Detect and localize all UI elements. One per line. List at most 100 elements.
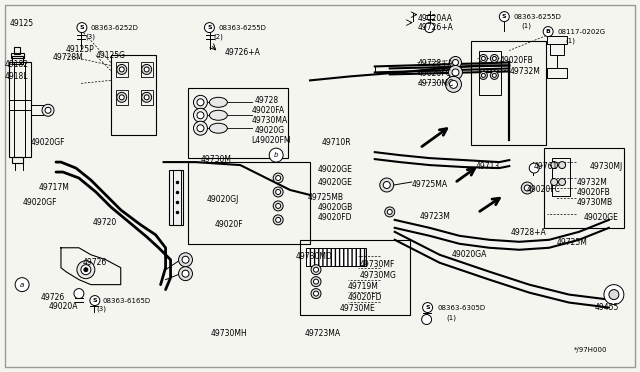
Bar	[552, 158, 570, 196]
Text: 49732M: 49732M	[509, 67, 540, 76]
Circle shape	[45, 107, 51, 113]
Text: 49125P: 49125P	[66, 45, 95, 54]
Text: 49020GE: 49020GE	[318, 178, 353, 187]
Bar	[12, 57, 23, 64]
Text: (1): (1)	[521, 23, 531, 29]
Bar	[547, 68, 567, 78]
Text: 49182: 49182	[4, 61, 28, 70]
Circle shape	[449, 57, 461, 68]
Text: 49020GA: 49020GA	[451, 250, 487, 259]
Circle shape	[42, 104, 54, 116]
Bar	[168, 170, 182, 225]
Text: 49730MG: 49730MG	[360, 271, 397, 280]
Text: (1): (1)	[447, 314, 456, 321]
Circle shape	[116, 92, 127, 102]
Text: 49020GF: 49020GF	[31, 138, 65, 147]
Text: 49717M: 49717M	[39, 183, 70, 192]
Text: 08363-6305D: 08363-6305D	[438, 305, 486, 311]
Text: 49020FD: 49020FD	[348, 293, 382, 302]
Circle shape	[449, 65, 463, 79]
Ellipse shape	[209, 97, 227, 107]
Circle shape	[311, 265, 321, 275]
Circle shape	[119, 67, 124, 72]
Text: 49125G: 49125G	[96, 51, 126, 60]
Bar	[472, 41, 546, 145]
Text: L49020FM: L49020FM	[252, 136, 291, 145]
Text: S: S	[93, 298, 97, 303]
Text: 08363-6255D: 08363-6255D	[218, 25, 266, 31]
Text: 49726: 49726	[83, 258, 107, 267]
Text: 49455: 49455	[595, 302, 620, 312]
Circle shape	[385, 207, 395, 217]
Circle shape	[314, 291, 319, 296]
Text: 49728+A: 49728+A	[510, 228, 546, 237]
Circle shape	[273, 201, 283, 211]
Circle shape	[479, 71, 488, 79]
Text: 49020A: 49020A	[49, 302, 79, 311]
Circle shape	[197, 99, 204, 106]
Circle shape	[559, 179, 566, 186]
Text: 08363-6252D: 08363-6252D	[91, 25, 139, 31]
Text: 49730MJ: 49730MJ	[590, 162, 623, 171]
Circle shape	[479, 54, 488, 62]
Circle shape	[481, 57, 485, 61]
Bar	[306, 248, 366, 266]
Bar	[544, 148, 624, 228]
Text: 49730MB: 49730MB	[577, 198, 613, 207]
Circle shape	[559, 161, 566, 169]
Circle shape	[193, 95, 207, 109]
Circle shape	[81, 265, 91, 275]
Circle shape	[141, 92, 152, 102]
Text: 49725MA: 49725MA	[412, 180, 448, 189]
Text: 08363-6255D: 08363-6255D	[513, 14, 561, 20]
Text: 49020FB: 49020FB	[499, 57, 533, 65]
Text: 49719M: 49719M	[348, 282, 379, 291]
Circle shape	[182, 256, 189, 263]
Circle shape	[452, 69, 459, 76]
Text: (3): (3)	[97, 305, 107, 312]
Circle shape	[197, 125, 204, 132]
Bar	[9, 62, 31, 157]
Text: 49730MC: 49730MC	[418, 79, 454, 89]
Text: 49725M: 49725M	[557, 238, 588, 247]
Text: 49730MA: 49730MA	[252, 116, 287, 125]
Circle shape	[550, 179, 557, 186]
Text: 49020AA: 49020AA	[418, 14, 452, 23]
Text: 49726+A: 49726+A	[225, 48, 260, 57]
Circle shape	[521, 182, 533, 194]
Circle shape	[276, 203, 281, 208]
Bar	[14, 46, 20, 54]
Text: S: S	[502, 14, 507, 19]
Circle shape	[449, 80, 458, 89]
Circle shape	[380, 178, 394, 192]
Text: 49730MH: 49730MH	[211, 330, 247, 339]
Circle shape	[273, 187, 283, 197]
Circle shape	[276, 176, 281, 180]
Circle shape	[193, 121, 207, 135]
Text: S: S	[79, 25, 84, 30]
Text: (1): (1)	[565, 38, 575, 44]
Circle shape	[543, 26, 553, 36]
Text: 49020F: 49020F	[214, 220, 243, 229]
Circle shape	[273, 173, 283, 183]
Text: 49723M: 49723M	[420, 212, 451, 221]
Text: 49728M: 49728M	[53, 54, 84, 62]
Circle shape	[84, 268, 88, 272]
Circle shape	[529, 163, 539, 173]
Text: 49730M: 49730M	[200, 155, 232, 164]
Circle shape	[144, 95, 149, 100]
Circle shape	[276, 217, 281, 222]
Text: 49020GF: 49020GF	[23, 198, 58, 207]
Ellipse shape	[209, 123, 227, 133]
Circle shape	[311, 289, 321, 299]
Circle shape	[492, 57, 497, 61]
Circle shape	[311, 277, 321, 286]
Text: 49020GE: 49020GE	[318, 165, 353, 174]
Text: 49020FD: 49020FD	[318, 213, 353, 222]
Text: a: a	[20, 282, 24, 288]
Text: 49713: 49713	[476, 162, 500, 171]
Circle shape	[15, 278, 29, 292]
Circle shape	[74, 289, 84, 299]
Text: 49720: 49720	[93, 218, 117, 227]
Circle shape	[179, 253, 193, 267]
